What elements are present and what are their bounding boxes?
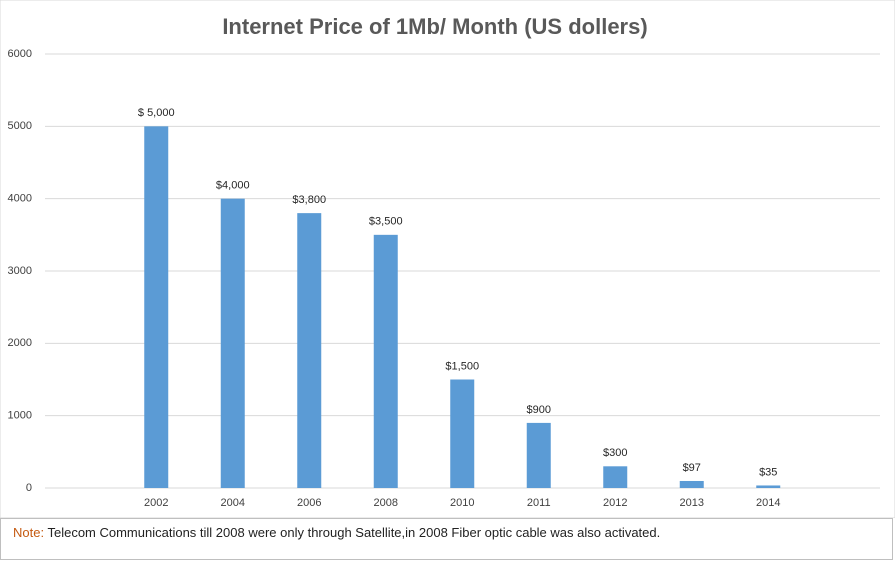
- x-tick-label: 2006: [297, 497, 321, 509]
- note: Note: Telecom Communications till 2008 w…: [0, 518, 893, 560]
- bar: [756, 485, 781, 488]
- bar: [373, 234, 398, 488]
- chart-title: Internet Price of 1Mb/ Month (US dollers…: [222, 14, 647, 39]
- y-tick-label: 4000: [8, 193, 32, 205]
- value-label: $97: [683, 462, 701, 474]
- note-text: Telecom Communications till 2008 were on…: [47, 525, 661, 540]
- x-tick-label: 2008: [374, 497, 398, 509]
- y-tick-label: 1000: [8, 410, 32, 422]
- chart: Internet Price of 1Mb/ Month (US dollers…: [0, 0, 895, 519]
- x-tick-label: 2011: [527, 497, 551, 509]
- value-label: $4,000: [216, 180, 250, 192]
- value-label: $3,500: [369, 216, 403, 228]
- y-tick-label: 5000: [8, 120, 32, 132]
- x-tick-label: 2002: [144, 497, 168, 509]
- bar: [220, 198, 245, 488]
- bar: [679, 480, 704, 488]
- bar: [603, 466, 628, 488]
- note-label: Note:: [13, 525, 45, 540]
- bar: [450, 379, 475, 488]
- value-label: $35: [759, 466, 777, 478]
- bar: [144, 126, 169, 488]
- value-label: $900: [527, 404, 551, 416]
- value-label: $ 5,000: [138, 107, 175, 119]
- value-label: $300: [603, 447, 627, 459]
- value-label: $3,800: [292, 194, 326, 206]
- y-tick-label: 6000: [8, 48, 32, 60]
- chart-frame: [0, 0, 895, 519]
- y-tick-label: 2000: [8, 337, 32, 349]
- x-tick-label: 2010: [450, 497, 474, 509]
- x-tick-label: 2013: [680, 497, 704, 509]
- x-tick-label: 2014: [756, 497, 780, 509]
- y-tick-label: 3000: [8, 265, 32, 277]
- x-tick-label: 2012: [603, 497, 627, 509]
- value-label: $1,500: [445, 360, 479, 372]
- bar: [297, 213, 322, 488]
- x-tick-label: 2004: [221, 497, 245, 509]
- bar: [526, 422, 551, 488]
- y-tick-label: 0: [26, 482, 32, 494]
